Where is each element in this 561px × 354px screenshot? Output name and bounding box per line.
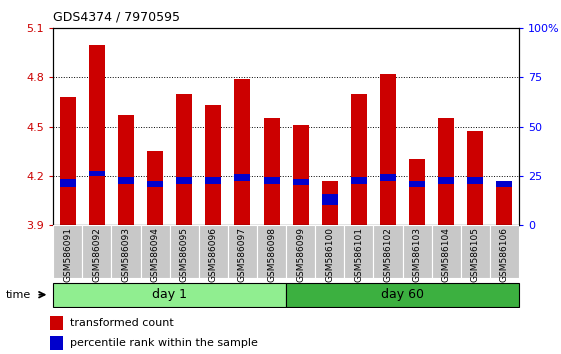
Bar — [176, 177, 192, 184]
Bar — [409, 181, 425, 187]
Bar — [169, 225, 199, 278]
Text: GSM586093: GSM586093 — [122, 227, 131, 282]
Bar — [293, 125, 309, 225]
Bar — [322, 181, 338, 225]
Bar — [176, 94, 192, 225]
Bar — [89, 171, 105, 176]
Bar — [293, 179, 309, 185]
Bar — [496, 181, 512, 187]
Bar — [205, 177, 222, 184]
Bar — [234, 174, 250, 181]
Bar — [380, 174, 396, 181]
Text: GSM586094: GSM586094 — [151, 227, 160, 282]
Bar — [374, 225, 402, 278]
Text: GSM586100: GSM586100 — [325, 227, 334, 282]
Bar — [234, 79, 250, 225]
Text: GSM586097: GSM586097 — [238, 227, 247, 282]
Bar — [431, 225, 461, 278]
Text: transformed count: transformed count — [70, 318, 173, 327]
Bar — [264, 118, 279, 225]
Bar — [467, 131, 483, 225]
Bar — [147, 181, 163, 187]
Bar — [147, 151, 163, 225]
Bar — [141, 225, 169, 278]
Bar — [257, 225, 286, 278]
Text: GSM586096: GSM586096 — [209, 227, 218, 282]
Bar — [402, 225, 431, 278]
Bar — [60, 179, 76, 187]
Text: GSM586095: GSM586095 — [180, 227, 188, 282]
Bar — [228, 225, 257, 278]
Bar — [496, 181, 512, 225]
Text: percentile rank within the sample: percentile rank within the sample — [70, 338, 257, 348]
Text: GSM586103: GSM586103 — [412, 227, 421, 282]
Bar — [53, 225, 82, 278]
Text: GSM586102: GSM586102 — [384, 227, 393, 282]
Bar — [60, 97, 76, 225]
Bar — [118, 115, 134, 225]
Bar — [205, 105, 222, 225]
Bar — [409, 159, 425, 225]
Bar — [380, 74, 396, 225]
Bar — [118, 177, 134, 184]
Text: GSM586106: GSM586106 — [500, 227, 509, 282]
Text: GSM586092: GSM586092 — [93, 227, 102, 282]
Text: day 1: day 1 — [152, 288, 187, 301]
Text: GSM586101: GSM586101 — [355, 227, 364, 282]
Bar — [286, 283, 519, 307]
Bar — [351, 94, 367, 225]
Text: day 60: day 60 — [381, 288, 424, 301]
Bar — [438, 177, 454, 184]
Bar — [344, 225, 374, 278]
Bar — [490, 225, 519, 278]
Bar — [82, 225, 112, 278]
Text: GSM586104: GSM586104 — [442, 227, 450, 282]
Bar — [286, 225, 315, 278]
Bar — [50, 336, 63, 350]
Bar — [50, 315, 63, 330]
Bar — [315, 225, 344, 278]
Text: time: time — [6, 290, 31, 300]
Bar — [322, 194, 338, 205]
Bar — [461, 225, 490, 278]
Bar — [438, 118, 454, 225]
Bar — [53, 283, 286, 307]
Text: GSM586099: GSM586099 — [296, 227, 305, 282]
Bar — [467, 177, 483, 184]
Bar — [199, 225, 228, 278]
Bar — [351, 177, 367, 184]
Bar — [112, 225, 141, 278]
Bar — [89, 45, 105, 225]
Bar — [264, 177, 279, 184]
Text: GSM586091: GSM586091 — [63, 227, 72, 282]
Text: GSM586098: GSM586098 — [267, 227, 276, 282]
Text: GSM586105: GSM586105 — [471, 227, 480, 282]
Text: GDS4374 / 7970595: GDS4374 / 7970595 — [53, 10, 180, 23]
